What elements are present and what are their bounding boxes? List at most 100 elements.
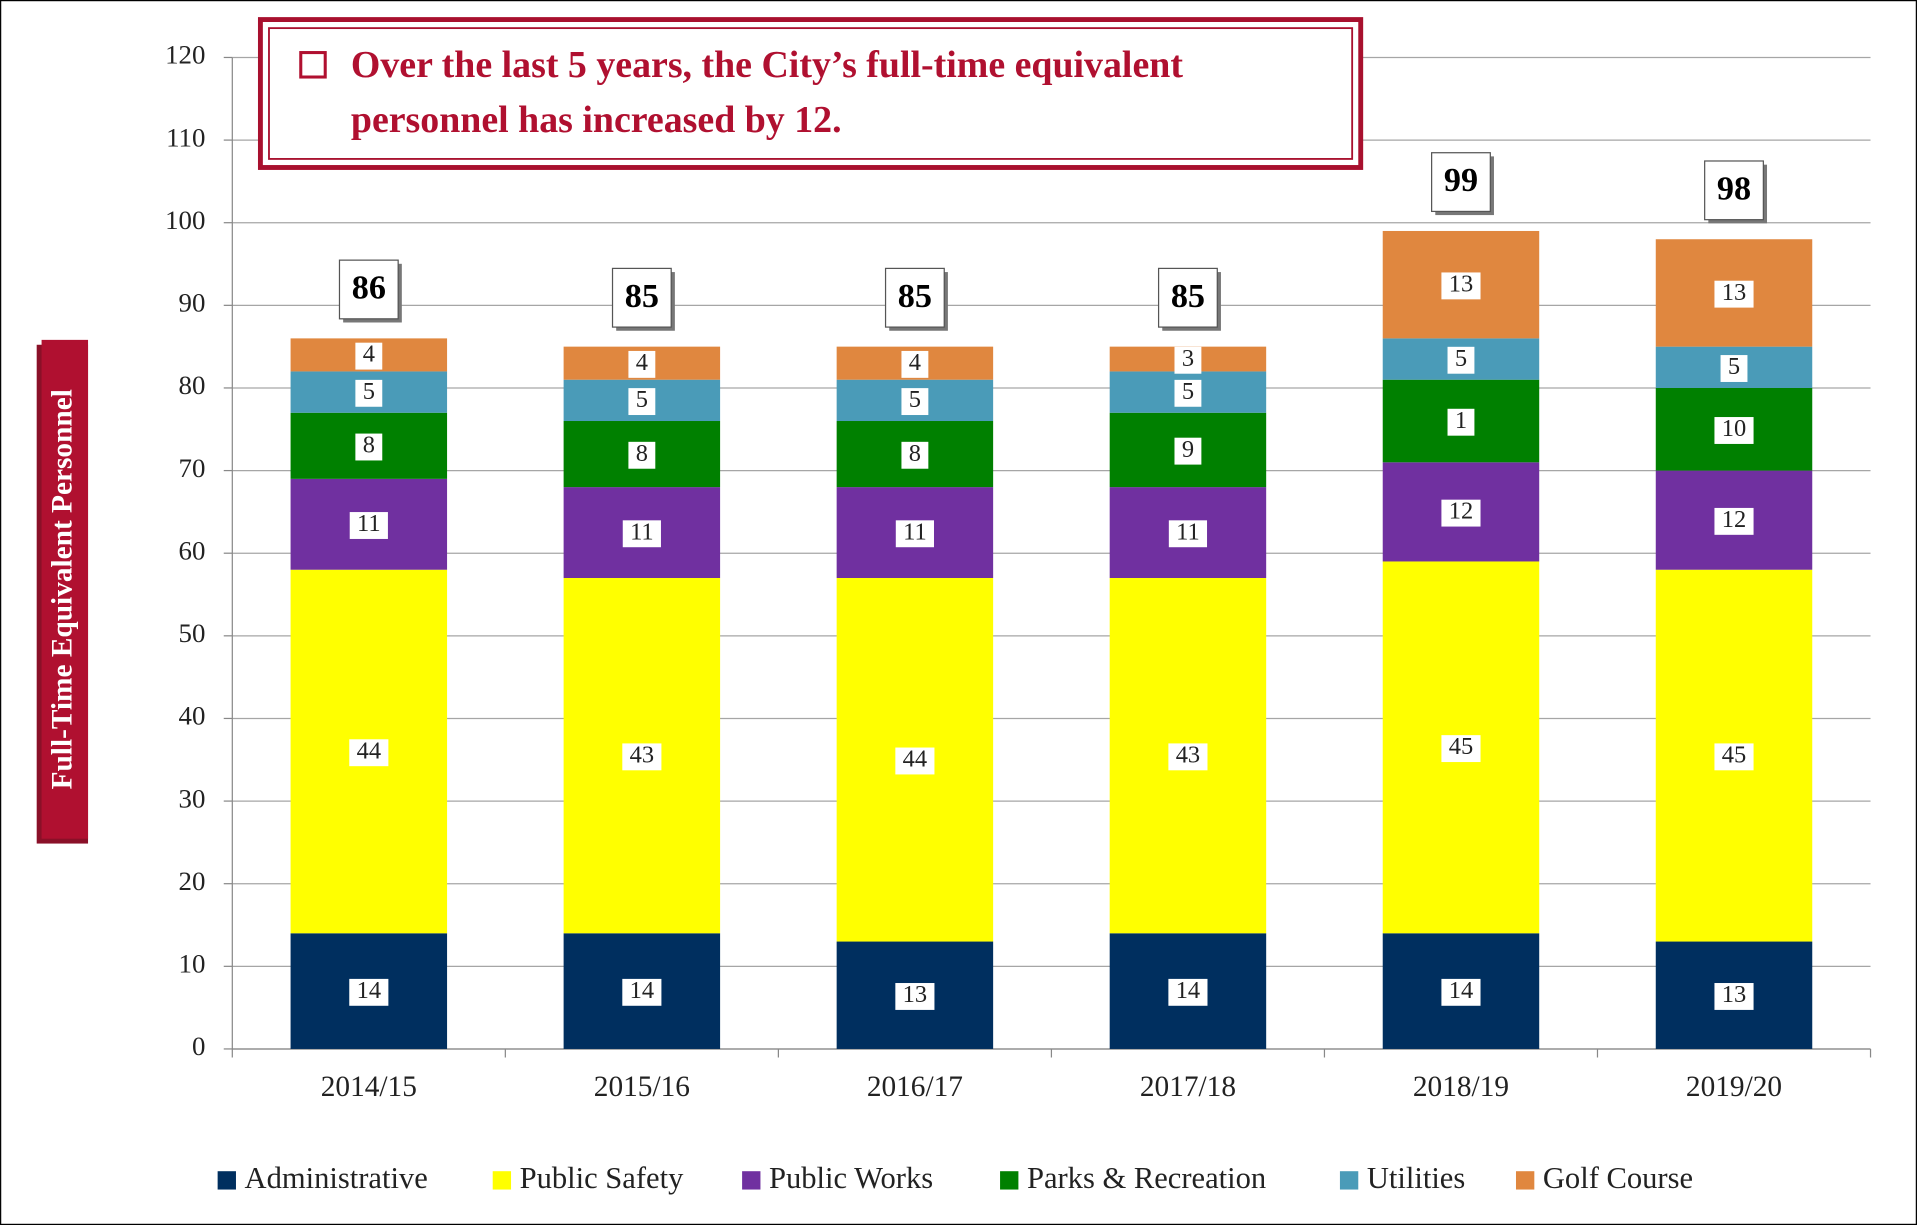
data-label-box bbox=[1168, 520, 1208, 548]
checkbox bbox=[299, 51, 327, 79]
data-label: 11 bbox=[630, 518, 654, 545]
data-label-box bbox=[349, 739, 389, 767]
data-label: 9 bbox=[1182, 436, 1194, 463]
data-label: 14 bbox=[357, 977, 381, 1004]
data-label: 13 bbox=[903, 981, 927, 1008]
data-label: 12 bbox=[1722, 506, 1746, 533]
data-label: 4 bbox=[363, 341, 375, 368]
data-label: 8 bbox=[363, 432, 375, 459]
data-label: 13 bbox=[1722, 279, 1746, 306]
y-tick-label: 30 bbox=[179, 783, 206, 813]
legend-label: Administrative bbox=[245, 1161, 428, 1195]
legend-swatch bbox=[492, 1171, 512, 1190]
data-label-box bbox=[1714, 280, 1754, 308]
y-tick-label: 0 bbox=[192, 1031, 205, 1061]
data-label-box bbox=[1174, 346, 1202, 374]
total-label: 85 bbox=[625, 277, 659, 315]
data-label-box bbox=[355, 379, 383, 407]
y-tick-label: 50 bbox=[179, 618, 206, 648]
x-tick-label: 2019/20 bbox=[1686, 1071, 1782, 1103]
data-label: 5 bbox=[636, 386, 648, 413]
data-label: 11 bbox=[903, 518, 927, 545]
data-label-box bbox=[901, 388, 929, 416]
data-label-box bbox=[349, 512, 388, 539]
y-tick-label: 10 bbox=[179, 948, 206, 978]
data-label-box bbox=[901, 350, 929, 378]
data-label: 1 bbox=[1455, 407, 1467, 434]
total-label: 98 bbox=[1717, 169, 1751, 207]
data-label-box bbox=[1168, 978, 1208, 1006]
chart-title: Over the last 5 years, the City’s full-t… bbox=[351, 44, 1183, 86]
legend-label: Utilities bbox=[1367, 1161, 1465, 1195]
y-tick-label: 40 bbox=[179, 701, 206, 731]
data-label: 4 bbox=[909, 349, 921, 376]
data-label-box bbox=[1447, 408, 1475, 436]
data-label: 4 bbox=[636, 349, 648, 376]
data-label-box bbox=[628, 388, 656, 416]
y-axis-label: Full-Time Equivalent Personnel bbox=[47, 389, 79, 789]
data-label-box bbox=[628, 441, 656, 469]
y-tick-label: 20 bbox=[179, 866, 206, 896]
data-label: 12 bbox=[1449, 498, 1473, 525]
total-box bbox=[1704, 160, 1764, 221]
data-label: 44 bbox=[903, 746, 927, 773]
data-label-box bbox=[628, 350, 656, 378]
title-box-inner bbox=[268, 27, 1354, 160]
data-label-box bbox=[1441, 978, 1481, 1006]
data-label-box bbox=[355, 433, 383, 461]
legend-label: Public Works bbox=[769, 1161, 933, 1195]
x-tick-label: 2017/18 bbox=[1140, 1071, 1236, 1103]
data-label-box bbox=[1441, 499, 1481, 527]
data-label-box bbox=[1714, 507, 1754, 535]
x-tick-label: 2016/17 bbox=[867, 1071, 963, 1103]
total-box bbox=[1157, 267, 1218, 328]
total-label: 86 bbox=[352, 269, 386, 307]
total-label: 85 bbox=[1171, 277, 1205, 315]
legend-swatch bbox=[217, 1171, 236, 1190]
data-label-box bbox=[622, 743, 662, 771]
y-tick-label: 110 bbox=[166, 122, 205, 152]
data-label-box bbox=[1714, 983, 1754, 1010]
data-label: 5 bbox=[909, 386, 921, 413]
y-tick-label: 100 bbox=[165, 205, 205, 235]
legend-label: Parks & Recreation bbox=[1027, 1161, 1266, 1195]
legend-swatch bbox=[1000, 1171, 1019, 1190]
data-label: 14 bbox=[1176, 977, 1200, 1004]
data-label: 14 bbox=[1449, 977, 1473, 1004]
x-tick-label: 2015/16 bbox=[594, 1071, 690, 1103]
data-label: 11 bbox=[1176, 518, 1200, 545]
total-box bbox=[1431, 152, 1491, 213]
data-label-box bbox=[1714, 417, 1754, 444]
chart-title: personnel has increased by 12. bbox=[351, 99, 842, 141]
data-label: 45 bbox=[1722, 741, 1746, 768]
data-label-box bbox=[1174, 379, 1202, 407]
data-label-box bbox=[895, 520, 934, 548]
data-label: 5 bbox=[1455, 345, 1467, 372]
legend-swatch bbox=[1339, 1171, 1359, 1190]
data-label: 5 bbox=[1728, 353, 1740, 380]
y-tick-label: 80 bbox=[179, 370, 206, 400]
y-tick-label: 60 bbox=[179, 535, 206, 565]
data-label-box bbox=[895, 747, 935, 775]
data-label: 14 bbox=[630, 977, 654, 1004]
y-axis-label-box bbox=[41, 339, 89, 839]
total-label: 85 bbox=[898, 277, 932, 315]
data-label-box bbox=[901, 441, 929, 469]
x-tick-label: 2014/15 bbox=[321, 1071, 417, 1103]
data-label: 45 bbox=[1449, 733, 1473, 760]
data-label-box bbox=[1720, 355, 1748, 382]
total-box bbox=[338, 259, 399, 320]
data-label: 44 bbox=[357, 737, 381, 764]
data-label-box bbox=[622, 978, 662, 1006]
data-label: 10 bbox=[1722, 415, 1746, 442]
total-box bbox=[884, 267, 945, 328]
data-label: 43 bbox=[630, 741, 654, 768]
data-label-box bbox=[622, 520, 661, 548]
total-label: 99 bbox=[1444, 161, 1478, 199]
legend-label: Public Safety bbox=[520, 1161, 684, 1195]
plot: 01020304050607080901001101202014/1586201… bbox=[165, 40, 1872, 1195]
data-label: 5 bbox=[1182, 378, 1194, 405]
legend-label: Golf Course bbox=[1543, 1161, 1693, 1195]
data-label: 8 bbox=[636, 440, 648, 467]
